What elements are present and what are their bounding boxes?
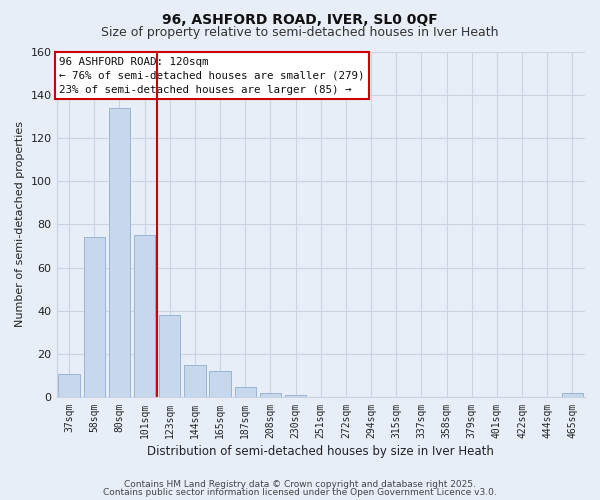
Bar <box>562 393 583 398</box>
Bar <box>285 396 307 398</box>
Bar <box>58 374 80 398</box>
Bar <box>184 365 206 398</box>
Bar <box>134 236 155 398</box>
Text: Contains HM Land Registry data © Crown copyright and database right 2025.: Contains HM Land Registry data © Crown c… <box>124 480 476 489</box>
Bar <box>83 238 105 398</box>
Y-axis label: Number of semi-detached properties: Number of semi-detached properties <box>15 122 25 328</box>
X-axis label: Distribution of semi-detached houses by size in Iver Heath: Distribution of semi-detached houses by … <box>148 444 494 458</box>
Bar <box>235 386 256 398</box>
Text: Contains public sector information licensed under the Open Government Licence v3: Contains public sector information licen… <box>103 488 497 497</box>
Text: 96 ASHFORD ROAD: 120sqm
← 76% of semi-detached houses are smaller (279)
23% of s: 96 ASHFORD ROAD: 120sqm ← 76% of semi-de… <box>59 56 365 94</box>
Bar <box>109 108 130 398</box>
Bar <box>260 393 281 398</box>
Bar <box>209 372 231 398</box>
Text: 96, ASHFORD ROAD, IVER, SL0 0QF: 96, ASHFORD ROAD, IVER, SL0 0QF <box>162 12 438 26</box>
Bar <box>159 316 181 398</box>
Text: Size of property relative to semi-detached houses in Iver Heath: Size of property relative to semi-detach… <box>101 26 499 39</box>
